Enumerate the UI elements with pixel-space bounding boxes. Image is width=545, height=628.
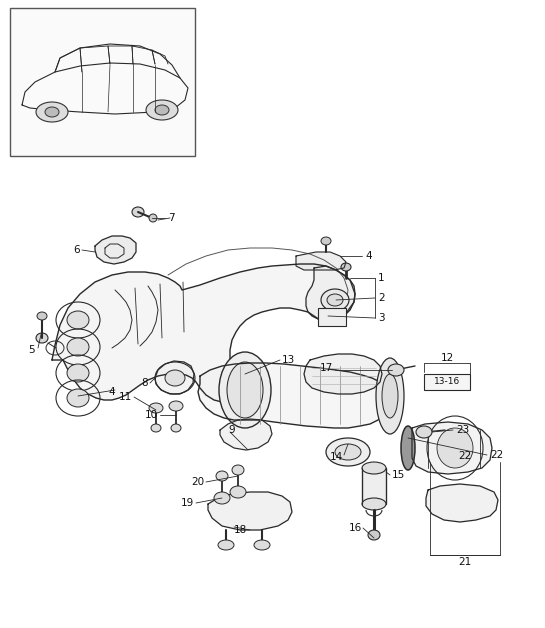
- Text: 8: 8: [141, 378, 148, 388]
- Polygon shape: [80, 46, 110, 72]
- Text: 16: 16: [349, 523, 362, 533]
- Text: 4: 4: [108, 387, 115, 397]
- Ellipse shape: [416, 426, 432, 438]
- Polygon shape: [155, 361, 194, 394]
- Text: 1: 1: [378, 273, 385, 283]
- Ellipse shape: [67, 338, 89, 356]
- Polygon shape: [22, 63, 188, 114]
- Ellipse shape: [171, 424, 181, 432]
- Ellipse shape: [149, 403, 163, 413]
- Ellipse shape: [376, 358, 404, 434]
- Ellipse shape: [149, 214, 157, 222]
- Text: 6: 6: [74, 245, 80, 255]
- Ellipse shape: [165, 370, 185, 386]
- Text: 13-16: 13-16: [434, 377, 460, 386]
- Ellipse shape: [437, 428, 473, 468]
- Text: 15: 15: [392, 470, 405, 480]
- Text: 17: 17: [320, 363, 333, 373]
- Polygon shape: [426, 484, 498, 522]
- Bar: [10, 8, 195, 156]
- Ellipse shape: [151, 424, 161, 432]
- Text: 23: 23: [456, 425, 469, 435]
- Text: 7: 7: [168, 213, 174, 223]
- Text: 10: 10: [145, 410, 158, 420]
- Ellipse shape: [327, 294, 343, 306]
- Text: 5: 5: [28, 345, 35, 355]
- Ellipse shape: [321, 289, 349, 311]
- Ellipse shape: [368, 530, 380, 540]
- Polygon shape: [208, 492, 292, 530]
- Polygon shape: [95, 236, 136, 264]
- Ellipse shape: [218, 540, 234, 550]
- Ellipse shape: [169, 401, 183, 411]
- Polygon shape: [304, 354, 382, 394]
- Ellipse shape: [67, 364, 89, 382]
- Text: 9: 9: [228, 425, 235, 435]
- Text: 19: 19: [181, 498, 194, 508]
- Text: 13: 13: [282, 355, 295, 365]
- Ellipse shape: [388, 364, 404, 376]
- Ellipse shape: [214, 492, 230, 504]
- Ellipse shape: [37, 312, 47, 320]
- Ellipse shape: [254, 540, 270, 550]
- Ellipse shape: [67, 311, 89, 329]
- Text: 12: 12: [440, 353, 453, 363]
- Ellipse shape: [216, 471, 228, 481]
- Polygon shape: [55, 48, 82, 72]
- Ellipse shape: [335, 444, 361, 460]
- Text: 11: 11: [119, 392, 132, 402]
- Text: 14: 14: [330, 452, 343, 462]
- Polygon shape: [152, 50, 168, 64]
- Ellipse shape: [341, 263, 351, 271]
- Text: 22: 22: [458, 451, 471, 461]
- Polygon shape: [220, 419, 272, 450]
- Ellipse shape: [362, 462, 386, 474]
- Polygon shape: [198, 363, 390, 428]
- Bar: [318, 308, 346, 326]
- Ellipse shape: [219, 352, 271, 428]
- Ellipse shape: [401, 426, 415, 470]
- Ellipse shape: [36, 333, 48, 343]
- Ellipse shape: [227, 362, 263, 418]
- Text: 2: 2: [378, 293, 385, 303]
- Ellipse shape: [45, 107, 59, 117]
- Bar: [424, 374, 470, 390]
- Ellipse shape: [155, 105, 169, 115]
- Polygon shape: [52, 264, 355, 402]
- Text: 18: 18: [234, 525, 247, 535]
- Polygon shape: [108, 46, 133, 64]
- Ellipse shape: [321, 237, 331, 245]
- Ellipse shape: [67, 389, 89, 407]
- Polygon shape: [306, 266, 355, 322]
- Ellipse shape: [230, 486, 246, 498]
- Ellipse shape: [36, 102, 68, 122]
- Text: 22: 22: [490, 450, 503, 460]
- Text: 4: 4: [365, 251, 372, 261]
- Text: 20: 20: [191, 477, 204, 487]
- Polygon shape: [132, 46, 155, 64]
- Text: 21: 21: [458, 557, 471, 567]
- Bar: [362, 468, 386, 504]
- Ellipse shape: [132, 207, 144, 217]
- Ellipse shape: [326, 438, 370, 466]
- Polygon shape: [412, 422, 492, 474]
- Ellipse shape: [382, 374, 398, 418]
- Ellipse shape: [362, 498, 386, 510]
- Text: 3: 3: [378, 313, 385, 323]
- Ellipse shape: [232, 465, 244, 475]
- Ellipse shape: [146, 100, 178, 120]
- Polygon shape: [296, 252, 346, 270]
